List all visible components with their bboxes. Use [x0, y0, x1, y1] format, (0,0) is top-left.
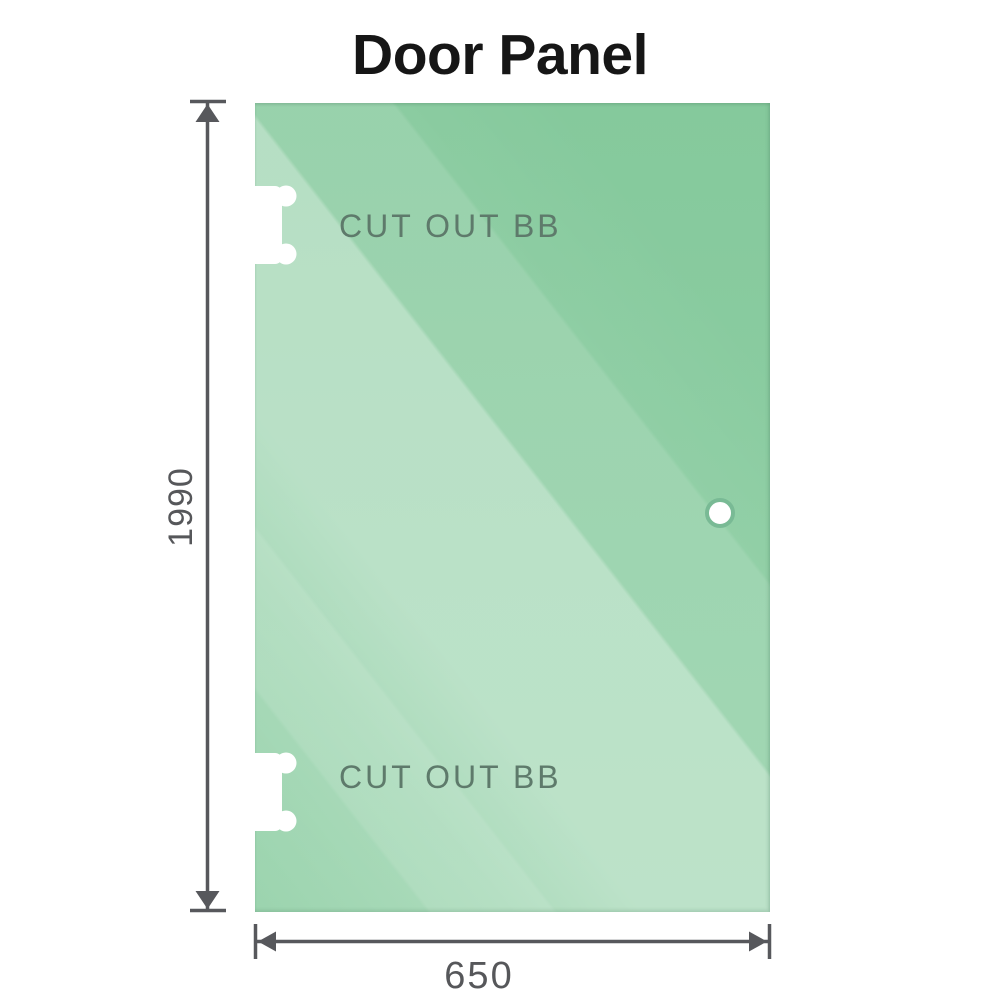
arrow-up-icon [195, 104, 220, 122]
door-panel-glass: CUT OUT BB CUT OUT BB [252, 103, 770, 912]
cutout-lobe-top [275, 185, 297, 207]
width-dimension-value: 650 [444, 955, 513, 997]
arrow-down-icon [195, 891, 220, 909]
handle-hole [705, 498, 735, 528]
height-dimension-value: 1990 [162, 467, 200, 547]
cutout-label-bottom: CUT OUT BB [339, 759, 562, 795]
diagram-title: Door Panel [352, 23, 648, 87]
cutout-lobe-top [275, 752, 297, 774]
hinge-cutout-bottom [252, 751, 300, 833]
arrow-left-icon [258, 931, 276, 952]
hinge-cutout-shape [252, 752, 297, 832]
hinge-cutout-shape [252, 185, 297, 265]
cutout-lobe-bottom [275, 810, 297, 832]
cutout-lobe-bottom [275, 243, 297, 265]
height-dimension: 1990 [162, 99, 226, 913]
cutout-label-top: CUT OUT BB [339, 208, 562, 244]
arrow-right-icon [749, 931, 767, 952]
cutout-body [252, 186, 282, 264]
hinge-cutout-top [252, 184, 300, 266]
cutout-body [252, 753, 282, 831]
width-dimension: 650 [253, 924, 772, 997]
